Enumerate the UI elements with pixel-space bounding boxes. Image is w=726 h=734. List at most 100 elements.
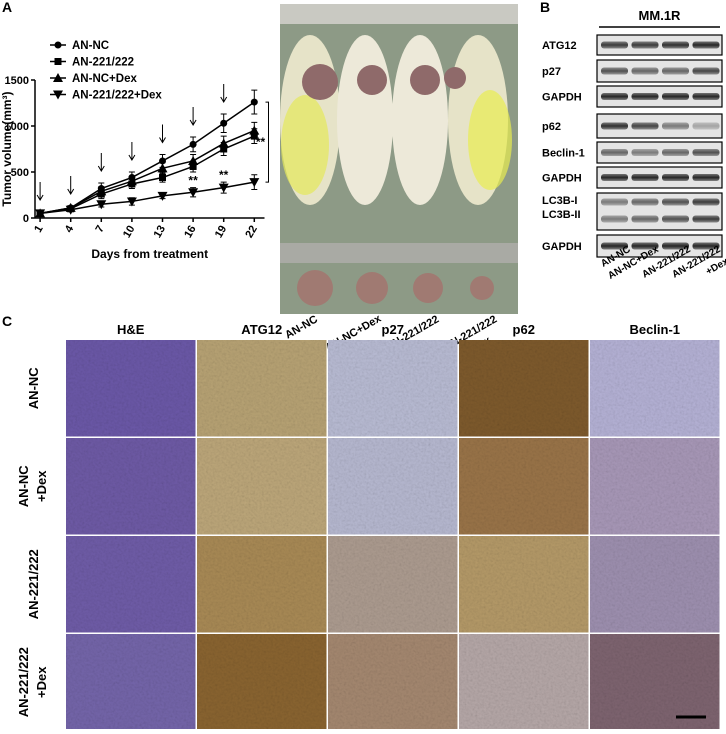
- blot-band: [692, 198, 720, 206]
- data-point: [157, 163, 168, 173]
- blot-band: [662, 215, 689, 223]
- series-line: [39, 135, 255, 215]
- ihc-texture: [590, 634, 720, 731]
- treatment-arrow: [128, 142, 136, 161]
- data-point: [157, 191, 168, 201]
- y-tick-label: 1500: [5, 75, 29, 87]
- data-point: [249, 178, 260, 188]
- ihc-row-label: +Dex: [34, 470, 49, 502]
- data-point: [189, 140, 197, 148]
- panel-label: C: [2, 313, 12, 329]
- legend-marker: [53, 73, 63, 82]
- ihc-texture: [590, 438, 720, 535]
- x-tick-label: 19: [213, 224, 230, 241]
- legend-label: AN-221/222+Dex: [72, 90, 162, 102]
- ihc-texture: [197, 438, 327, 535]
- blot-band: [662, 41, 689, 49]
- blot-band: [692, 174, 720, 181]
- y-tick-label: 0: [23, 213, 29, 225]
- lane-label: AN-NC: [283, 313, 320, 341]
- blot-band: [631, 122, 659, 130]
- blot-band: [692, 41, 720, 49]
- panel-label: B: [540, 0, 550, 15]
- data-point: [188, 188, 199, 198]
- treatment-arrow: [220, 84, 228, 104]
- blot-row-label: LC3B-I: [542, 195, 577, 207]
- data-point: [188, 155, 199, 165]
- blot-band: [631, 67, 659, 75]
- legend-marker: [54, 58, 62, 65]
- x-tick-label: 13: [152, 224, 169, 241]
- data-point: [218, 183, 229, 193]
- data-point: [220, 119, 228, 127]
- blot: [596, 234, 723, 258]
- blot-band: [601, 41, 628, 49]
- ihc-texture: [197, 340, 327, 437]
- x-tick-label: 4: [63, 223, 77, 235]
- ihc-texture: [66, 438, 196, 535]
- blot-band: [692, 215, 720, 223]
- blot-band: [601, 198, 628, 206]
- x-tick-label: 22: [243, 224, 260, 241]
- blot-band: [631, 198, 659, 206]
- blot-row-label: Beclin-1: [542, 148, 585, 160]
- x-tick-label: 7: [93, 224, 106, 235]
- y-tick-label: 1000: [5, 121, 29, 133]
- series-line: [40, 181, 255, 215]
- blot-band: [692, 67, 720, 75]
- y-tick-label: 500: [11, 167, 29, 179]
- treatment-arrow: [189, 107, 197, 127]
- blot-band: [662, 198, 689, 206]
- blot-band: [601, 149, 628, 156]
- blot-row-label: p62: [542, 121, 561, 133]
- ihc-row-label: AN-221/222: [16, 647, 31, 717]
- blot: [596, 85, 723, 108]
- blot: [596, 141, 723, 164]
- ihc-texture: [197, 536, 327, 633]
- x-tick-label: 16: [182, 224, 199, 241]
- data-point: [96, 200, 107, 210]
- treatment-arrow: [159, 124, 166, 144]
- ihc-texture: [66, 536, 196, 633]
- blot-band: [662, 174, 689, 181]
- ihc-row-label: AN-NC: [16, 465, 31, 507]
- blot-row-label: ATG12: [542, 40, 577, 52]
- significance-bracket: [265, 101, 269, 183]
- ihc-texture: [328, 536, 458, 633]
- blot-row-label: LC3B-II: [542, 209, 581, 221]
- data-point: [65, 205, 76, 215]
- blot-band: [631, 215, 659, 223]
- legend-label: AN-221/222: [72, 57, 134, 69]
- ihc-column-label: H&E: [117, 322, 145, 337]
- ihc-texture: [197, 634, 327, 731]
- blot-band: [601, 67, 628, 75]
- ihc-texture: [66, 340, 196, 437]
- blot-band: [692, 149, 720, 156]
- blot-band: [662, 93, 689, 100]
- blot-row-label: GAPDH: [542, 173, 582, 185]
- x-tick-label: 1: [32, 224, 45, 235]
- ihc-texture: [66, 634, 196, 731]
- treatment-arrow: [97, 153, 105, 173]
- ihc-column-label: ATG12: [241, 322, 282, 337]
- panel-label: A: [2, 0, 12, 15]
- blot-title: MM.1R: [639, 8, 682, 23]
- ihc-texture: [459, 536, 589, 633]
- blot-band: [631, 41, 659, 49]
- treatment-arrow: [67, 176, 75, 196]
- ihc-column-label: p62: [513, 322, 535, 337]
- data-point: [126, 176, 137, 186]
- blot-band: [662, 122, 689, 130]
- blot-row-label: GAPDH: [542, 241, 582, 253]
- blot-band: [631, 149, 659, 156]
- series-line: [39, 129, 255, 215]
- blot-band: [662, 149, 689, 156]
- blot-band: [662, 242, 689, 250]
- blot-row-label: p27: [542, 66, 561, 78]
- legend-label: AN-NC+Dex: [72, 73, 137, 85]
- blot-band: [601, 242, 628, 250]
- ihc-texture: [459, 340, 589, 437]
- annotation: **: [219, 168, 229, 182]
- blot-band: [692, 242, 720, 250]
